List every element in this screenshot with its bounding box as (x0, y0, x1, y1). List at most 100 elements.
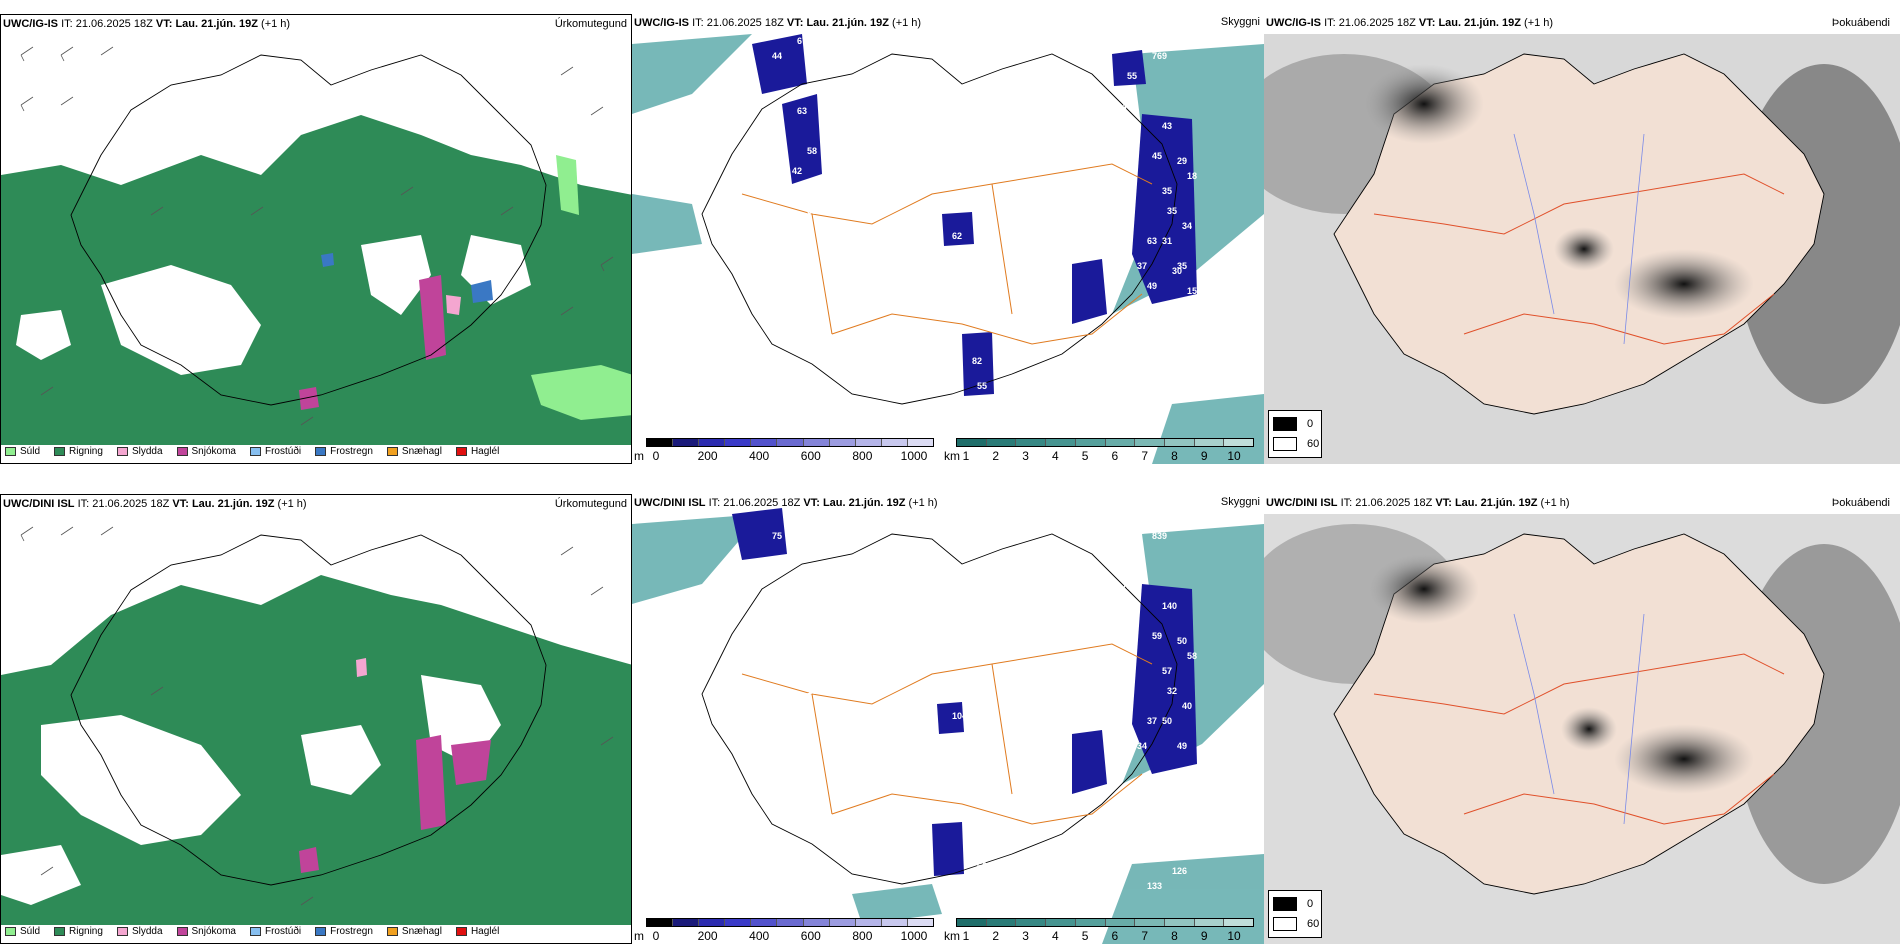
legend-swatch (5, 447, 16, 456)
panel-title: Skyggni (1220, 496, 1260, 508)
legend-item: Rigning (54, 926, 103, 937)
cloud-base-label: 769 (1152, 51, 1167, 61)
cloud-base-label: 72 (1122, 581, 1132, 591)
legend-label: Rigning (69, 926, 103, 937)
colorbar-tick: 7 (1141, 929, 1148, 943)
colorbar-tick: 3 (1022, 929, 1029, 943)
colorbar-tick: 1000 (900, 449, 928, 463)
legend-swatch (386, 447, 398, 456)
lead-time: (+1 h) (1524, 17, 1554, 29)
legend-swatch (249, 927, 261, 936)
lead-time: (+1 h) (908, 497, 938, 509)
colorbar-unit: km (944, 449, 960, 463)
colorbar-tick: 4 (1051, 449, 1059, 463)
model-label: UWC/DINI ISL (634, 497, 706, 509)
colorbar-tick: 1000 (900, 929, 928, 943)
roads (1373, 173, 1785, 345)
panel-title: Úrkomutegund (554, 498, 627, 510)
vt-label: VT: (1418, 17, 1436, 29)
cloud-base-label: 39 (1042, 791, 1052, 801)
cloud-base-label: 54 (797, 586, 807, 596)
cloud-base-label: 50 (1177, 636, 1187, 646)
cloud-base-label: 194 (1012, 736, 1027, 746)
vt-value: Lau. 21.jún. 19Z (806, 17, 889, 29)
colorbar-tick: 2 (992, 929, 1000, 943)
legend-item: Frostregn (315, 446, 373, 457)
colorbar-tick: 800 (852, 449, 873, 463)
panel-header: UWC/IG-IS IT: 21.06.2025 18Z VT: Lau. 21… (1266, 17, 1553, 29)
fog-shade-legend: 0 60 (1268, 410, 1322, 458)
cloud-base-label: 37 (1137, 261, 1147, 271)
panel-header: UWC/IG-IS IT: 21.06.2025 18Z VT: Lau. 21… (634, 17, 921, 29)
model-label: UWC/IG-IS (3, 18, 58, 30)
snow-area (299, 735, 491, 873)
colorbar-unit: m (634, 929, 644, 943)
freezing-rain-area (321, 253, 493, 303)
it-value: 21.06.2025 18Z (1355, 497, 1433, 509)
cloud-base-label: 37 (1147, 716, 1157, 726)
legend-swatch (54, 447, 66, 456)
vt-value: Lau. 21.jún. 19Z (1454, 497, 1538, 509)
colorbar-tick: 9 (1200, 449, 1208, 463)
cloud-base-areas (732, 508, 1197, 876)
colorbar-tick: 3 (1022, 449, 1029, 463)
colorbar-tick: 400 (749, 449, 770, 463)
fog-map-row1 (1264, 34, 1900, 464)
cloud-base-label: 67 (1127, 551, 1137, 561)
fog-panel-row2: UWC/DINI ISL IT: 21.06.2025 18Z VT: Lau.… (1264, 494, 1900, 944)
colorbar-tick: 6 (1111, 449, 1119, 463)
cloud-base-label: 106 (807, 686, 822, 696)
vt-value: Lau. 21.jún. 19Z (175, 18, 258, 30)
lead-time: (+1 h) (277, 498, 307, 510)
shade-label: 60 (1307, 918, 1320, 930)
cloud-base-label: 78 (827, 206, 837, 216)
rivers (1513, 613, 1645, 825)
coastline (701, 533, 1178, 885)
cloud-base-label: 78 (827, 686, 837, 696)
it-value: 21.06.2025 18Z (92, 498, 170, 510)
cloud-base-label: 44 (772, 51, 782, 61)
sleet-area (356, 658, 367, 677)
cloud-base-label: 135 (797, 221, 812, 231)
cloud-base-label: 75 (772, 531, 782, 541)
cloud-base-label: 35 (1167, 206, 1177, 216)
cloud-base-label: 34 (1182, 221, 1192, 231)
legend-label: Frostregn (330, 926, 373, 937)
coastline (70, 534, 547, 886)
cloud-base-label: 59 (1152, 631, 1162, 641)
colorbar-tick: 10 (1227, 929, 1241, 943)
precip-map-row1 (1, 46, 631, 445)
cloud-base-label: 63 (797, 106, 807, 116)
legend-label: Haglél (470, 446, 500, 457)
cloud-base-label: 40 (1182, 701, 1192, 711)
no-precip-gaps (1, 675, 501, 905)
cloud-base-label: 125 (807, 626, 822, 636)
legend-swatch (455, 447, 467, 456)
snow-area (299, 275, 446, 410)
shade-black-swatch (1273, 417, 1297, 431)
legend-item: Haglél (455, 926, 499, 937)
colorbar-tick: 200 (697, 929, 718, 943)
roads (1373, 653, 1785, 825)
cloud-base-label: 104 (952, 711, 967, 721)
cloud-base-label: 30 (1172, 266, 1182, 276)
cloud-base-label: 102 (977, 191, 992, 201)
cloud-base-label: 114 (792, 646, 807, 656)
cloud-base-label: 46 (797, 516, 807, 526)
cloud-base-label: 57 (1162, 666, 1172, 676)
it-label: IT: (1324, 17, 1336, 29)
cloud-base-label: 58 (1187, 651, 1197, 661)
wind-barbs (20, 526, 614, 906)
cloud-base-label: 55 (1127, 71, 1137, 81)
colorbar-tick: 5 (1081, 929, 1089, 943)
fog-map-row2 (1264, 514, 1900, 944)
it-label: IT: (1340, 497, 1353, 509)
vt-value: Lau. 21.jún. 19Z (191, 498, 275, 510)
colorbar-strip (646, 438, 934, 447)
cloud-base-label: 223 (1027, 751, 1042, 761)
it-label: IT: (77, 498, 90, 510)
panel-title: Þokuábendi (1831, 497, 1890, 509)
